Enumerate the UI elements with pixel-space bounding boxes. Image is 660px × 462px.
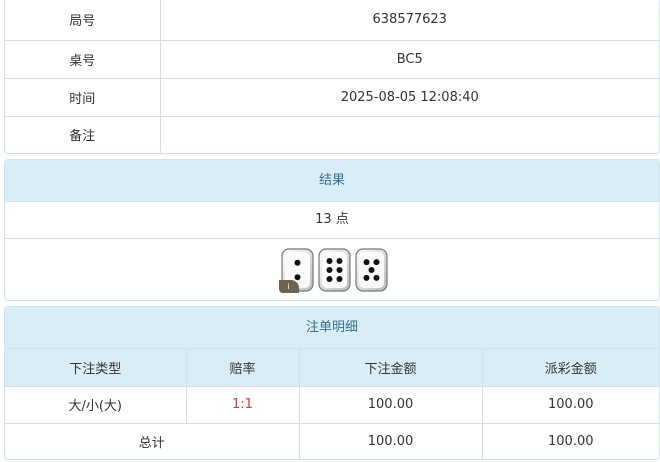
dice-row: i [5,239,659,300]
total-payout: 100.00 [481,422,659,459]
label: 桌号 [5,39,161,79]
odds: 1:1 [185,385,300,424]
pip [326,276,332,282]
bet-amount: 100.00 [298,385,483,424]
col-odds: 赔率 [185,349,300,387]
col-payout: 派彩金额 [481,349,659,387]
pip [336,267,342,273]
pip [326,267,332,273]
round-info-panel: 局号 638577623 桌号 BC5 时间 2025-08-05 12:08:40 … [4,0,660,154]
die-5 [354,248,388,292]
pip [363,274,369,281]
pip [363,259,369,266]
die-face [317,248,351,292]
total-bet: 100.00 [298,422,483,459]
pip [368,267,374,273]
header-row: 下注类型 赔率 下注金额 派彩金额 [5,349,659,387]
pip [336,276,342,282]
pip [373,274,379,281]
label: 局号 [5,0,161,41]
die-6 [317,248,351,292]
label: 时间 [5,77,161,117]
total-row: 总计 100.00 100.00 [5,422,659,459]
row-remark: 备注 [5,115,659,153]
payout: 100.00 [481,385,659,424]
round-info-table: 局号 638577623 桌号 BC5 时间 2025-08-05 12:08:40 … [5,0,659,153]
time: 2025-08-05 12:08:40 [159,77,659,117]
pip [373,259,379,266]
bet-type: 大/小(大) [5,385,187,424]
result-title: 结果 [5,160,659,202]
remark [159,115,659,153]
die-2: i [278,248,314,293]
round-id: 638577623 [159,0,659,41]
pip [336,258,342,264]
label: 备注 [5,115,161,153]
result-panel: 结果 13 点 i [4,159,660,301]
row-round-id: 局号 638577623 [5,0,659,41]
pip [294,259,300,266]
total-label: 总计 [5,422,300,459]
row-table-id: 桌号 BC5 [5,39,659,79]
bet-details-panel: 注单明细 下注类型 赔率 下注金额 派彩金额 大/小(大) 1:1 100.00… [4,306,660,460]
pip [294,274,300,281]
row-time: 时间 2025-08-05 12:08:40 [5,77,659,117]
pip [326,258,332,264]
result-points: 13 点 [5,202,659,239]
info-icon: i [278,280,299,293]
table-id: BC5 [159,39,659,79]
die-face [354,248,388,292]
col-bet-type: 下注类型 [5,349,187,387]
col-bet-amount: 下注金额 [298,349,483,387]
bet-details-table: 下注类型 赔率 下注金额 派彩金额 大/小(大) 1:1 100.00 100.… [5,349,659,459]
bet-details-title: 注单明细 [5,307,659,349]
table-row: 大/小(大) 1:1 100.00 100.00 [5,385,659,424]
